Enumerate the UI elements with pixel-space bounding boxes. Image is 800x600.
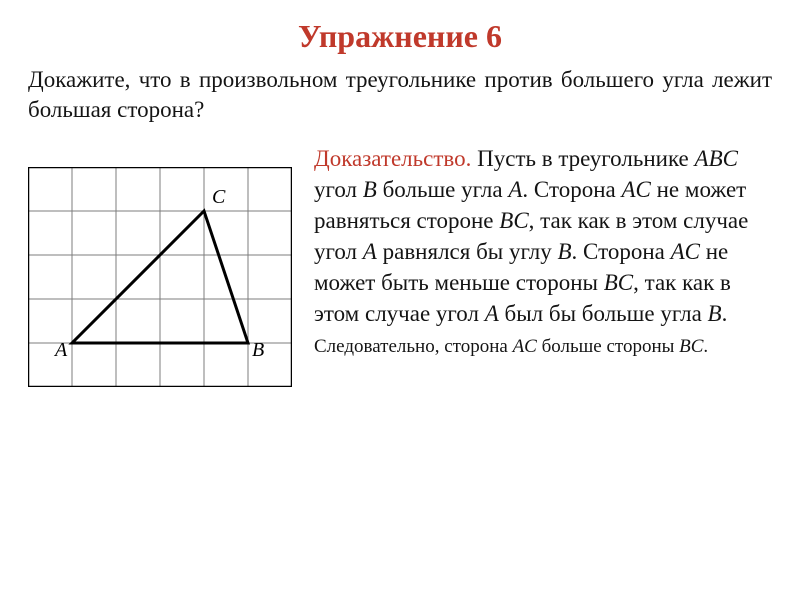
proof-segment: больше стороны [537, 336, 679, 357]
math-symbol: A [363, 239, 377, 264]
math-symbol: B [708, 301, 722, 326]
math-symbol: ABC [695, 146, 738, 171]
proof-segment: был бы больше угла [499, 301, 708, 326]
proof-label: Доказательство. [314, 146, 471, 171]
vertex-label-a: A [53, 339, 68, 361]
proof-segment: . [703, 336, 708, 357]
proof-segment: . Сторона [572, 239, 671, 264]
proof-segment: равнялся бы углу [377, 239, 558, 264]
triangle-figure: A B C [28, 167, 292, 387]
problem-statement: Докажите, что в произвольном треугольник… [28, 65, 772, 125]
proof-segment: . [722, 301, 728, 326]
math-symbol: A [485, 301, 499, 326]
figure-container: A B C [28, 143, 292, 387]
proof-segment: . Сторона [522, 177, 621, 202]
math-symbol: A [508, 177, 522, 202]
math-symbol: AC [513, 336, 537, 357]
math-symbol: BC [679, 336, 703, 357]
proof-segment: Следовательно, сторона [314, 336, 513, 357]
proof-conclusion: Следовательно, сторона AC больше стороны… [314, 336, 708, 357]
math-symbol: BC [499, 208, 528, 233]
vertex-label-b: B [252, 339, 264, 361]
exercise-title: Упражнение 6 [28, 18, 772, 55]
math-symbol: BC [604, 270, 633, 295]
vertex-label-c: C [212, 186, 226, 208]
proof-segment: больше угла [377, 177, 509, 202]
content-row: ABC Доказательство. Пусть в треугольнике… [28, 143, 772, 387]
math-symbol: B [363, 177, 377, 202]
proof-text: Доказательство. Пусть в треугольнике ABC… [314, 143, 772, 360]
proof-segment: угол [314, 177, 363, 202]
math-symbol: AC [671, 239, 700, 264]
proof-segment: Пусть в треугольнике [471, 146, 694, 171]
math-symbol: AC [621, 177, 650, 202]
figure-svg: A B C [28, 167, 292, 387]
math-symbol: B [557, 239, 571, 264]
